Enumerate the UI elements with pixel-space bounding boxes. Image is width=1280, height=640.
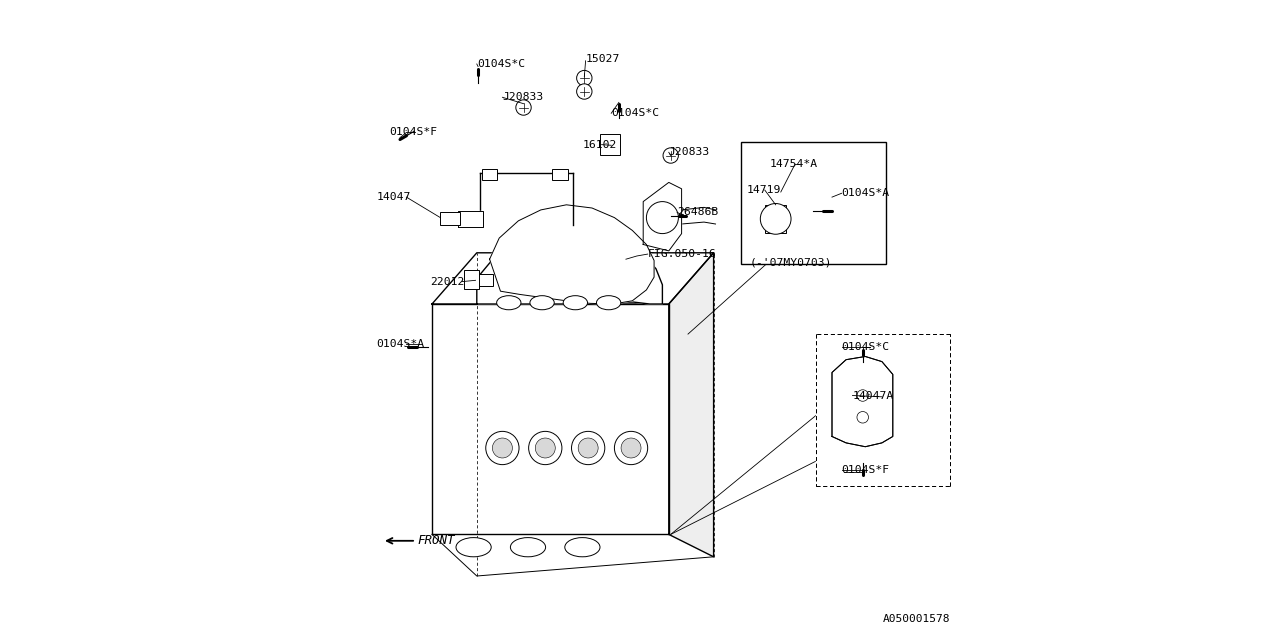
Text: J20833: J20833: [502, 92, 544, 102]
Circle shape: [614, 431, 648, 465]
Ellipse shape: [511, 538, 545, 557]
Circle shape: [858, 412, 869, 423]
Ellipse shape: [596, 296, 621, 310]
Text: 22012: 22012: [430, 276, 465, 287]
Polygon shape: [476, 274, 493, 286]
Ellipse shape: [497, 296, 521, 310]
Bar: [553, 169, 568, 180]
Polygon shape: [765, 205, 786, 233]
Text: 26486B: 26486B: [677, 207, 718, 218]
Circle shape: [535, 438, 556, 458]
Text: 16102: 16102: [582, 140, 617, 150]
Circle shape: [571, 431, 604, 465]
Text: J20833: J20833: [668, 147, 710, 157]
Polygon shape: [477, 221, 663, 304]
Ellipse shape: [564, 538, 600, 557]
Text: 14719: 14719: [746, 185, 781, 195]
Polygon shape: [817, 334, 950, 486]
Circle shape: [493, 438, 512, 458]
Polygon shape: [433, 253, 714, 304]
Polygon shape: [490, 205, 654, 304]
Polygon shape: [465, 270, 479, 289]
Text: 14754*A: 14754*A: [771, 159, 818, 170]
Ellipse shape: [563, 296, 588, 310]
Circle shape: [576, 84, 591, 99]
Text: 0104S*F: 0104S*F: [842, 465, 890, 476]
Text: 14047A: 14047A: [852, 390, 893, 401]
Circle shape: [529, 431, 562, 465]
Text: (-'07MY0703): (-'07MY0703): [750, 257, 832, 268]
Text: 0104S*C: 0104S*C: [477, 59, 525, 69]
Text: 0104S*A: 0104S*A: [842, 188, 890, 198]
Circle shape: [576, 70, 591, 86]
Text: FIG.050-16: FIG.050-16: [648, 249, 717, 259]
Text: 0104S*A: 0104S*A: [376, 339, 425, 349]
Bar: [600, 134, 621, 155]
Polygon shape: [458, 211, 484, 227]
Circle shape: [858, 390, 869, 401]
Text: 14047: 14047: [376, 192, 411, 202]
Text: FRONT: FRONT: [417, 534, 456, 547]
Text: 0104S*C: 0104S*C: [612, 108, 659, 118]
Text: A050001578: A050001578: [883, 614, 950, 624]
Circle shape: [621, 438, 641, 458]
Circle shape: [516, 100, 531, 115]
Bar: [483, 169, 498, 180]
Circle shape: [663, 148, 678, 163]
Polygon shape: [433, 304, 668, 534]
Text: 0104S*C: 0104S*C: [842, 342, 890, 352]
Polygon shape: [440, 212, 460, 225]
Text: 0104S*F: 0104S*F: [389, 127, 438, 138]
Polygon shape: [668, 253, 714, 557]
Ellipse shape: [456, 538, 492, 557]
Circle shape: [760, 204, 791, 234]
Bar: [741, 142, 886, 264]
Polygon shape: [644, 182, 681, 251]
Text: 15027: 15027: [585, 54, 620, 64]
Circle shape: [486, 431, 520, 465]
Ellipse shape: [530, 296, 554, 310]
Circle shape: [646, 202, 678, 234]
Polygon shape: [832, 356, 893, 447]
Circle shape: [579, 438, 598, 458]
